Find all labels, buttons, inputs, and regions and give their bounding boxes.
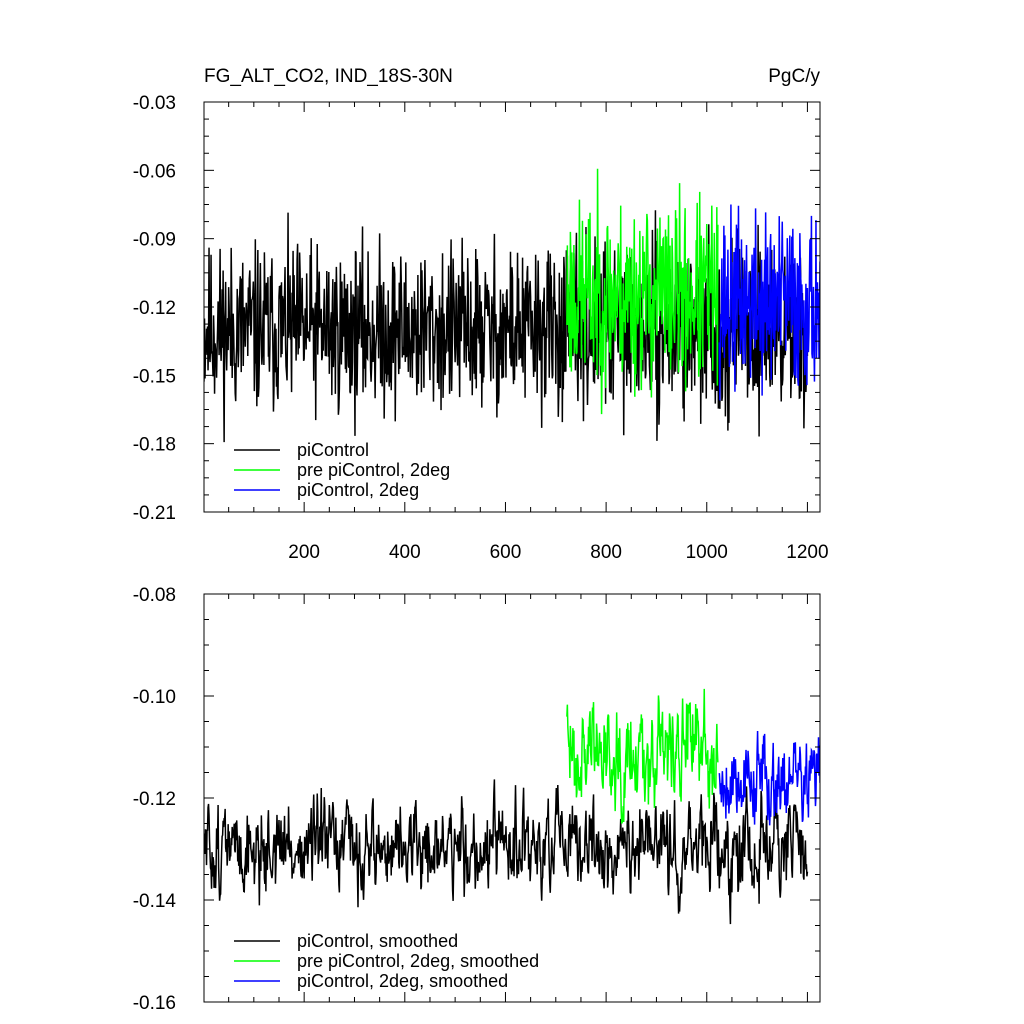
top-legend-label-1: piControl [297, 440, 369, 460]
top-x-tick-label: 1200 [786, 542, 828, 563]
top-y-tick-label: -0.03 [133, 93, 176, 114]
top-y-tick-label: -0.12 [133, 298, 176, 319]
top-legend-label-2: pre piControl, 2deg [297, 460, 450, 480]
bottom-series-line-1 [204, 779, 809, 925]
bottom-y-tick-label: -0.14 [133, 891, 177, 912]
bottom-legend-label-1: piControl, smoothed [297, 931, 458, 951]
bottom-legend-label-3: piControl, 2deg, smoothed [297, 971, 508, 991]
top-legend-label-3: piControl, 2deg [297, 480, 419, 500]
bottom-legend-label-2: pre piControl, 2deg, smoothed [297, 951, 539, 971]
top-x-tick-label: 600 [490, 542, 522, 563]
bottom-y-tick-label: -0.10 [133, 687, 176, 708]
top-y-tick-label: -0.15 [133, 366, 176, 387]
top-x-tick-label: 200 [288, 542, 320, 563]
top-y-tick-label: -0.21 [133, 503, 176, 524]
top-panel: FG_ALT_CO2, IND_18S-30N PgC/y 200 400 600 8… [133, 66, 829, 563]
bottom-panel: -0.16 -0.14 -0.12 -0.10 -0.08 piControl, smoo… [133, 585, 821, 1014]
bottom-y-tick-label: -0.16 [133, 993, 176, 1014]
bottom-series-line-3 [718, 730, 820, 826]
top-y-tick-label: -0.09 [133, 230, 176, 251]
top-title: FG_ALT_CO2, IND_18S-30N [204, 66, 453, 87]
bottom-y-tick-label: -0.08 [133, 585, 176, 606]
top-unit-label: PgC/y [768, 66, 820, 87]
top-x-tick-label: 400 [389, 542, 421, 563]
bottom-series-line-2 [566, 688, 719, 824]
top-series-line-2 [566, 168, 719, 415]
top-y-tick-label: -0.06 [133, 161, 176, 182]
top-x-tick-label: 1000 [686, 542, 728, 563]
top-x-tick-label: 800 [590, 542, 622, 563]
top-y-tick-label: -0.18 [133, 435, 176, 456]
top-series-line-3 [718, 204, 820, 401]
bottom-y-tick-label: -0.12 [133, 789, 176, 810]
